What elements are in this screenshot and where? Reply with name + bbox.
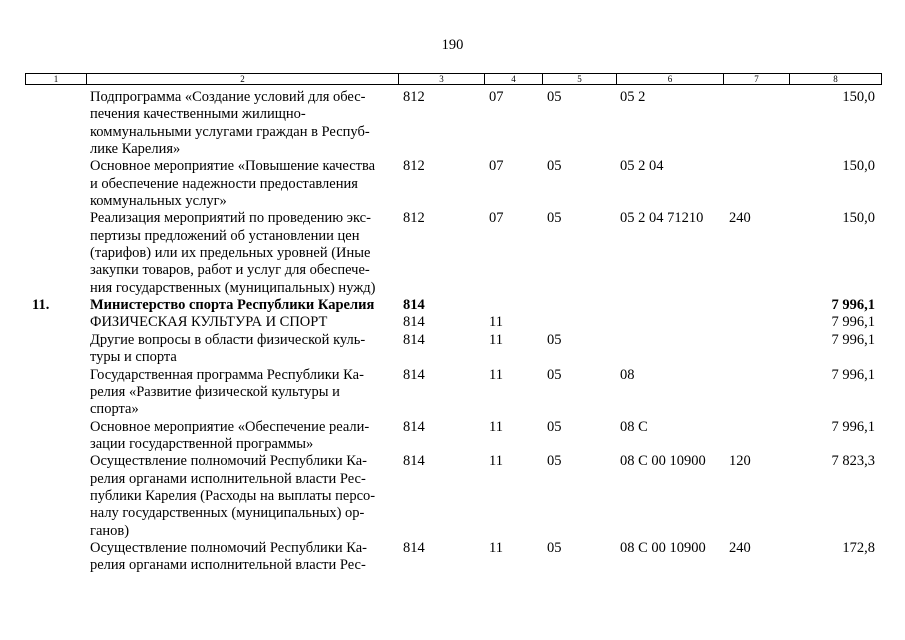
ministry-code: 812 — [403, 89, 425, 105]
column-header-1: 1 — [53, 74, 59, 84]
column-header-6: 6 — [616, 74, 723, 84]
table-row: Осуществление полномочий Республики Ка- … — [0, 540, 905, 575]
ministry-code: 812 — [403, 210, 425, 227]
amount: 7 996,1 — [831, 418, 876, 435]
section-code: 07 — [489, 158, 504, 175]
table-column-numbers: 1 2 3 4 5 6 7 8 — [25, 73, 882, 85]
section-code: 11 — [489, 418, 503, 435]
table-row: ФИЗИЧЕСКАЯ КУЛЬТУРА И СПОРТ 814 11 7 996,1 — [0, 314, 905, 331]
target-article-code: 08 — [620, 366, 635, 383]
table-row: Министерство спорта Республики Карелия 11… — [0, 297, 905, 314]
amount: 150,0 — [842, 158, 875, 175]
subsection-code: 05 — [547, 418, 562, 435]
target-article-code: 05 2 04 — [620, 158, 664, 175]
amount: 7 996,1 — [831, 331, 876, 348]
table-row: Государственная программа Республики Ка-… — [0, 367, 905, 419]
amount: 150,0 — [842, 210, 875, 227]
target-article-code: 08 С — [620, 418, 648, 435]
table-row: Основное мероприятие «Повышение качества… — [0, 158, 905, 210]
section-code: 11 — [489, 539, 503, 556]
row-description: Реализация мероприятий по проведению экс… — [90, 210, 376, 296]
column-header-5: 5 — [542, 74, 616, 84]
section-code: 11 — [489, 366, 503, 383]
page-number: 190 — [441, 37, 464, 53]
expense-type-code: 240 — [729, 210, 751, 227]
row-description: Государственная программа Республики Ка-… — [90, 366, 364, 418]
subsection-code: 05 — [547, 331, 562, 348]
amount: 7 996,1 — [831, 314, 876, 331]
amount: 7 996,1 — [831, 366, 876, 383]
subsection-code: 05 — [547, 89, 562, 105]
ministry-code: 814 — [403, 331, 425, 348]
ministry-code: 814 — [403, 314, 425, 331]
section-code: 11 — [489, 314, 503, 331]
table-body: Подпрограмма «Создание условий для обес-… — [0, 89, 905, 575]
amount: 7 996,1 — [831, 297, 876, 314]
subsection-code: 05 — [547, 366, 562, 383]
table-row: Другие вопросы в области физической куль… — [0, 332, 905, 367]
ministry-code: 814 — [403, 366, 425, 383]
row-description: Другие вопросы в области физической куль… — [90, 331, 366, 366]
column-header-2: 2 — [86, 74, 398, 84]
row-description: Осуществление полномочий Республики Ка- … — [90, 453, 376, 539]
column-header-8: 8 — [789, 74, 881, 84]
table-row: Основное мероприятие «Обеспечение реали-… — [0, 419, 905, 454]
amount: 7 823,3 — [831, 453, 876, 470]
section-code: 11 — [489, 331, 503, 348]
section-code: 11 — [489, 453, 503, 470]
subsection-code: 05 — [547, 158, 562, 175]
row-description: Основное мероприятие «Обеспечение реали-… — [90, 418, 370, 452]
expense-type-code: 240 — [729, 539, 751, 556]
ministry-code: 814 — [403, 297, 425, 314]
column-header-7: 7 — [723, 74, 789, 84]
column-header-3: 3 — [398, 74, 484, 84]
target-article-code: 08 С 00 10900 — [620, 539, 706, 556]
target-article-code: 05 2 04 71210 — [620, 210, 704, 227]
ministry-code: 814 — [403, 453, 425, 470]
row-description: Основное мероприятие «Повышение качества… — [90, 158, 376, 210]
expense-type-code: 120 — [729, 453, 751, 470]
target-article-code: 08 С 00 10900 — [620, 453, 706, 470]
target-article-code: 05 2 — [620, 89, 646, 105]
section-code: 07 — [489, 89, 504, 105]
amount: 150,0 — [842, 89, 875, 105]
subsection-code: 05 — [547, 539, 562, 556]
row-description: Осуществление полномочий Республики Ка- … — [90, 539, 367, 574]
ministry-code: 812 — [403, 158, 425, 175]
amount: 172,8 — [842, 539, 875, 556]
column-header-4: 4 — [484, 74, 542, 84]
section-code: 07 — [489, 210, 504, 227]
row-description: ФИЗИЧЕСКАЯ КУЛЬТУРА И СПОРТ — [90, 314, 328, 331]
subsection-code: 05 — [547, 210, 562, 227]
row-description: Подпрограмма «Создание условий для обес-… — [90, 89, 370, 158]
ministry-code: 814 — [403, 539, 425, 556]
row-description: Министерство спорта Республики Карелия — [90, 297, 375, 314]
ministry-code: 814 — [403, 418, 425, 435]
subsection-code: 05 — [547, 453, 562, 470]
table-row: Подпрограмма «Создание условий для обес-… — [0, 89, 905, 158]
table-row: Реализация мероприятий по проведению экс… — [0, 210, 905, 297]
row-number: 11. — [32, 297, 50, 314]
table-row: Осуществление полномочий Республики Ка- … — [0, 453, 905, 540]
